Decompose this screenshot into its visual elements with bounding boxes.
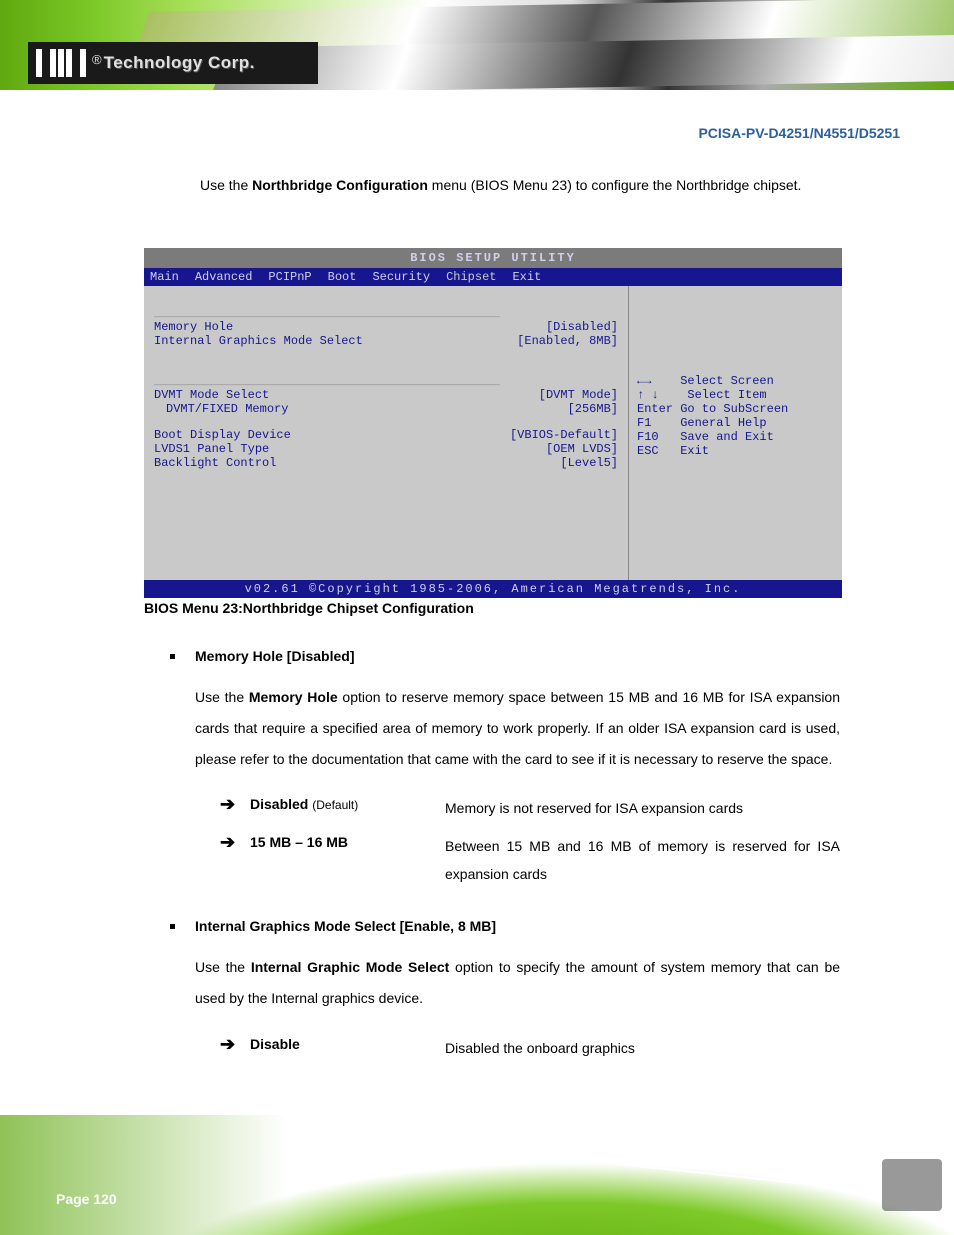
bios-tab: Boot <box>328 270 357 284</box>
option-label: 15 MB – 16 MB <box>250 832 445 850</box>
bios-divider: ________________________________________… <box>154 306 618 320</box>
bios-right-panel: Options ←→ Select Screen ↑ ↓ Select Item… <box>628 286 842 580</box>
arrow-icon: ➔ <box>220 832 250 853</box>
bios-subheading: Video Function Configuration <box>154 360 618 374</box>
footer-swoosh <box>0 1115 954 1235</box>
text: Use the <box>195 959 251 975</box>
bios-key: Backlight Control <box>154 456 276 470</box>
intro-bold: Northbridge Configuration <box>252 177 428 193</box>
option-desc: Disabled the onboard graphics <box>445 1034 840 1062</box>
option-paragraph: Use the Memory Hole option to reserve me… <box>195 682 840 774</box>
bios-val: [256MB] <box>568 402 618 416</box>
option-label: Disabled (Default) <box>250 794 445 812</box>
bios-key: Memory Hole <box>154 320 233 334</box>
bios-row: DVMT/FIXED Memory [256MB] <box>154 402 618 416</box>
bios-tab: Main <box>150 270 179 284</box>
bios-val: [Level5] <box>560 456 618 470</box>
page-number: Page 120 <box>56 1191 117 1207</box>
arrow-icon: ➔ <box>220 794 250 815</box>
option-title: Internal Graphics Mode Select [Enable, 8… <box>195 918 496 934</box>
intro-paragraph: Use the Northbridge Configuration menu (… <box>200 170 840 225</box>
bios-tabbar: Main Advanced PCIPnP Boot Security Chips… <box>144 268 842 286</box>
footer-chip-graphic <box>882 1159 942 1211</box>
bios-help-line: ←→ Select Screen <box>637 374 834 388</box>
option-item: ➔ Disable Disabled the onboard graphics <box>220 1034 840 1062</box>
bios-val: [Disabled] <box>546 320 618 334</box>
option-desc: Between 15 MB and 16 MB of memory is res… <box>445 832 840 888</box>
bullet-icon <box>170 654 175 659</box>
arrow-icon: ➔ <box>220 1034 250 1055</box>
bios-help-line: F1 General Help <box>637 416 834 430</box>
option-paragraph: Use the Internal Graphic Mode Select opt… <box>195 952 840 1014</box>
bios-help-line: F10 Save and Exit <box>637 430 834 444</box>
bios-row: Memory Hole [Disabled] <box>154 320 618 334</box>
bios-tab: Security <box>372 270 430 284</box>
bios-help-line: Enter Go to SubScreen <box>637 402 834 416</box>
option-label: Disable <box>250 1034 445 1052</box>
bios-heading: Northbridge Chipset Configuration <box>154 292 618 306</box>
options-section: Memory Hole [Disabled] Use the Memory Ho… <box>170 648 840 1092</box>
iei-logo <box>36 49 86 77</box>
intro-post: menu (BIOS Menu 23) to configure the Nor… <box>432 177 802 193</box>
bios-key: DVMT/FIXED Memory <box>166 402 288 416</box>
bios-help-line: ↑ ↓ Select Item <box>637 388 834 402</box>
bios-body: Northbridge Chipset Configuration ______… <box>144 286 842 580</box>
text-bold: Memory Hole <box>249 689 338 705</box>
option-title: Memory Hole [Disabled] <box>195 648 354 664</box>
logo-text: Technology Corp. <box>104 53 255 73</box>
bios-key: LVDS1 Panel Type <box>154 442 269 456</box>
option-heading: Memory Hole [Disabled] <box>170 648 840 664</box>
product-name: PCISA-PV-D4251/N4551/D5251 <box>698 125 900 141</box>
bios-help-line: ESC Exit <box>637 444 834 458</box>
option-heading: Internal Graphics Mode Select [Enable, 8… <box>170 918 840 934</box>
registered-icon: ® <box>92 52 102 67</box>
bios-key: Boot Display Device <box>154 428 291 442</box>
bios-row: Internal Graphics Mode Select [Enabled, … <box>154 334 618 348</box>
bios-key: DVMT Mode Select <box>154 388 269 402</box>
bios-key: Internal Graphics Mode Select <box>154 334 363 348</box>
option-list: ➔ Disable Disabled the onboard graphics <box>220 1034 840 1062</box>
bios-footer: v02.61 ©Copyright 1985-2006, American Me… <box>144 580 842 598</box>
bios-row: DVMT Mode Select [DVMT Mode] <box>154 388 618 402</box>
label-text: Disabled <box>250 796 308 812</box>
option-desc: Memory is not reserved for ISA expansion… <box>445 794 840 822</box>
bios-val: [Enabled, 8MB] <box>517 334 618 348</box>
figure-caption: BIOS Menu 23:Northbridge Chipset Configu… <box>144 600 474 616</box>
header-mask <box>0 90 954 150</box>
bios-val: [VBIOS-Default] <box>510 428 618 442</box>
bios-left-panel: Northbridge Chipset Configuration ______… <box>144 286 628 580</box>
intro-pre: Use the <box>200 177 252 193</box>
bios-row: Boot Display Device [VBIOS-Default] <box>154 428 618 442</box>
default-text: (Default) <box>312 798 358 812</box>
bullet-icon <box>170 924 175 929</box>
bios-tab-active: Chipset <box>446 270 496 284</box>
logo-band: ® Technology Corp. <box>28 42 318 84</box>
bios-val: [DVMT Mode] <box>539 388 618 402</box>
bios-divider: ________________________________________… <box>154 374 618 388</box>
bios-tab: Advanced <box>195 270 253 284</box>
text-bold: Internal Graphic Mode Select <box>251 959 449 975</box>
bios-screenshot: BIOS SETUP UTILITY Main Advanced PCIPnP … <box>144 248 842 598</box>
bios-tab: Exit <box>512 270 541 284</box>
text: Use the <box>195 689 249 705</box>
option-list: ➔ Disabled (Default) Memory is not reser… <box>220 794 840 888</box>
bios-hint: Options <box>637 292 834 306</box>
bios-row: LVDS1 Panel Type [OEM LVDS] <box>154 442 618 456</box>
option-item: ➔ 15 MB – 16 MB Between 15 MB and 16 MB … <box>220 832 840 888</box>
option-item: ➔ Disabled (Default) Memory is not reser… <box>220 794 840 822</box>
bios-tab: PCIPnP <box>268 270 311 284</box>
bios-title: BIOS SETUP UTILITY <box>144 248 842 268</box>
bios-val: [OEM LVDS] <box>546 442 618 456</box>
bios-row: Backlight Control [Level5] <box>154 456 618 470</box>
